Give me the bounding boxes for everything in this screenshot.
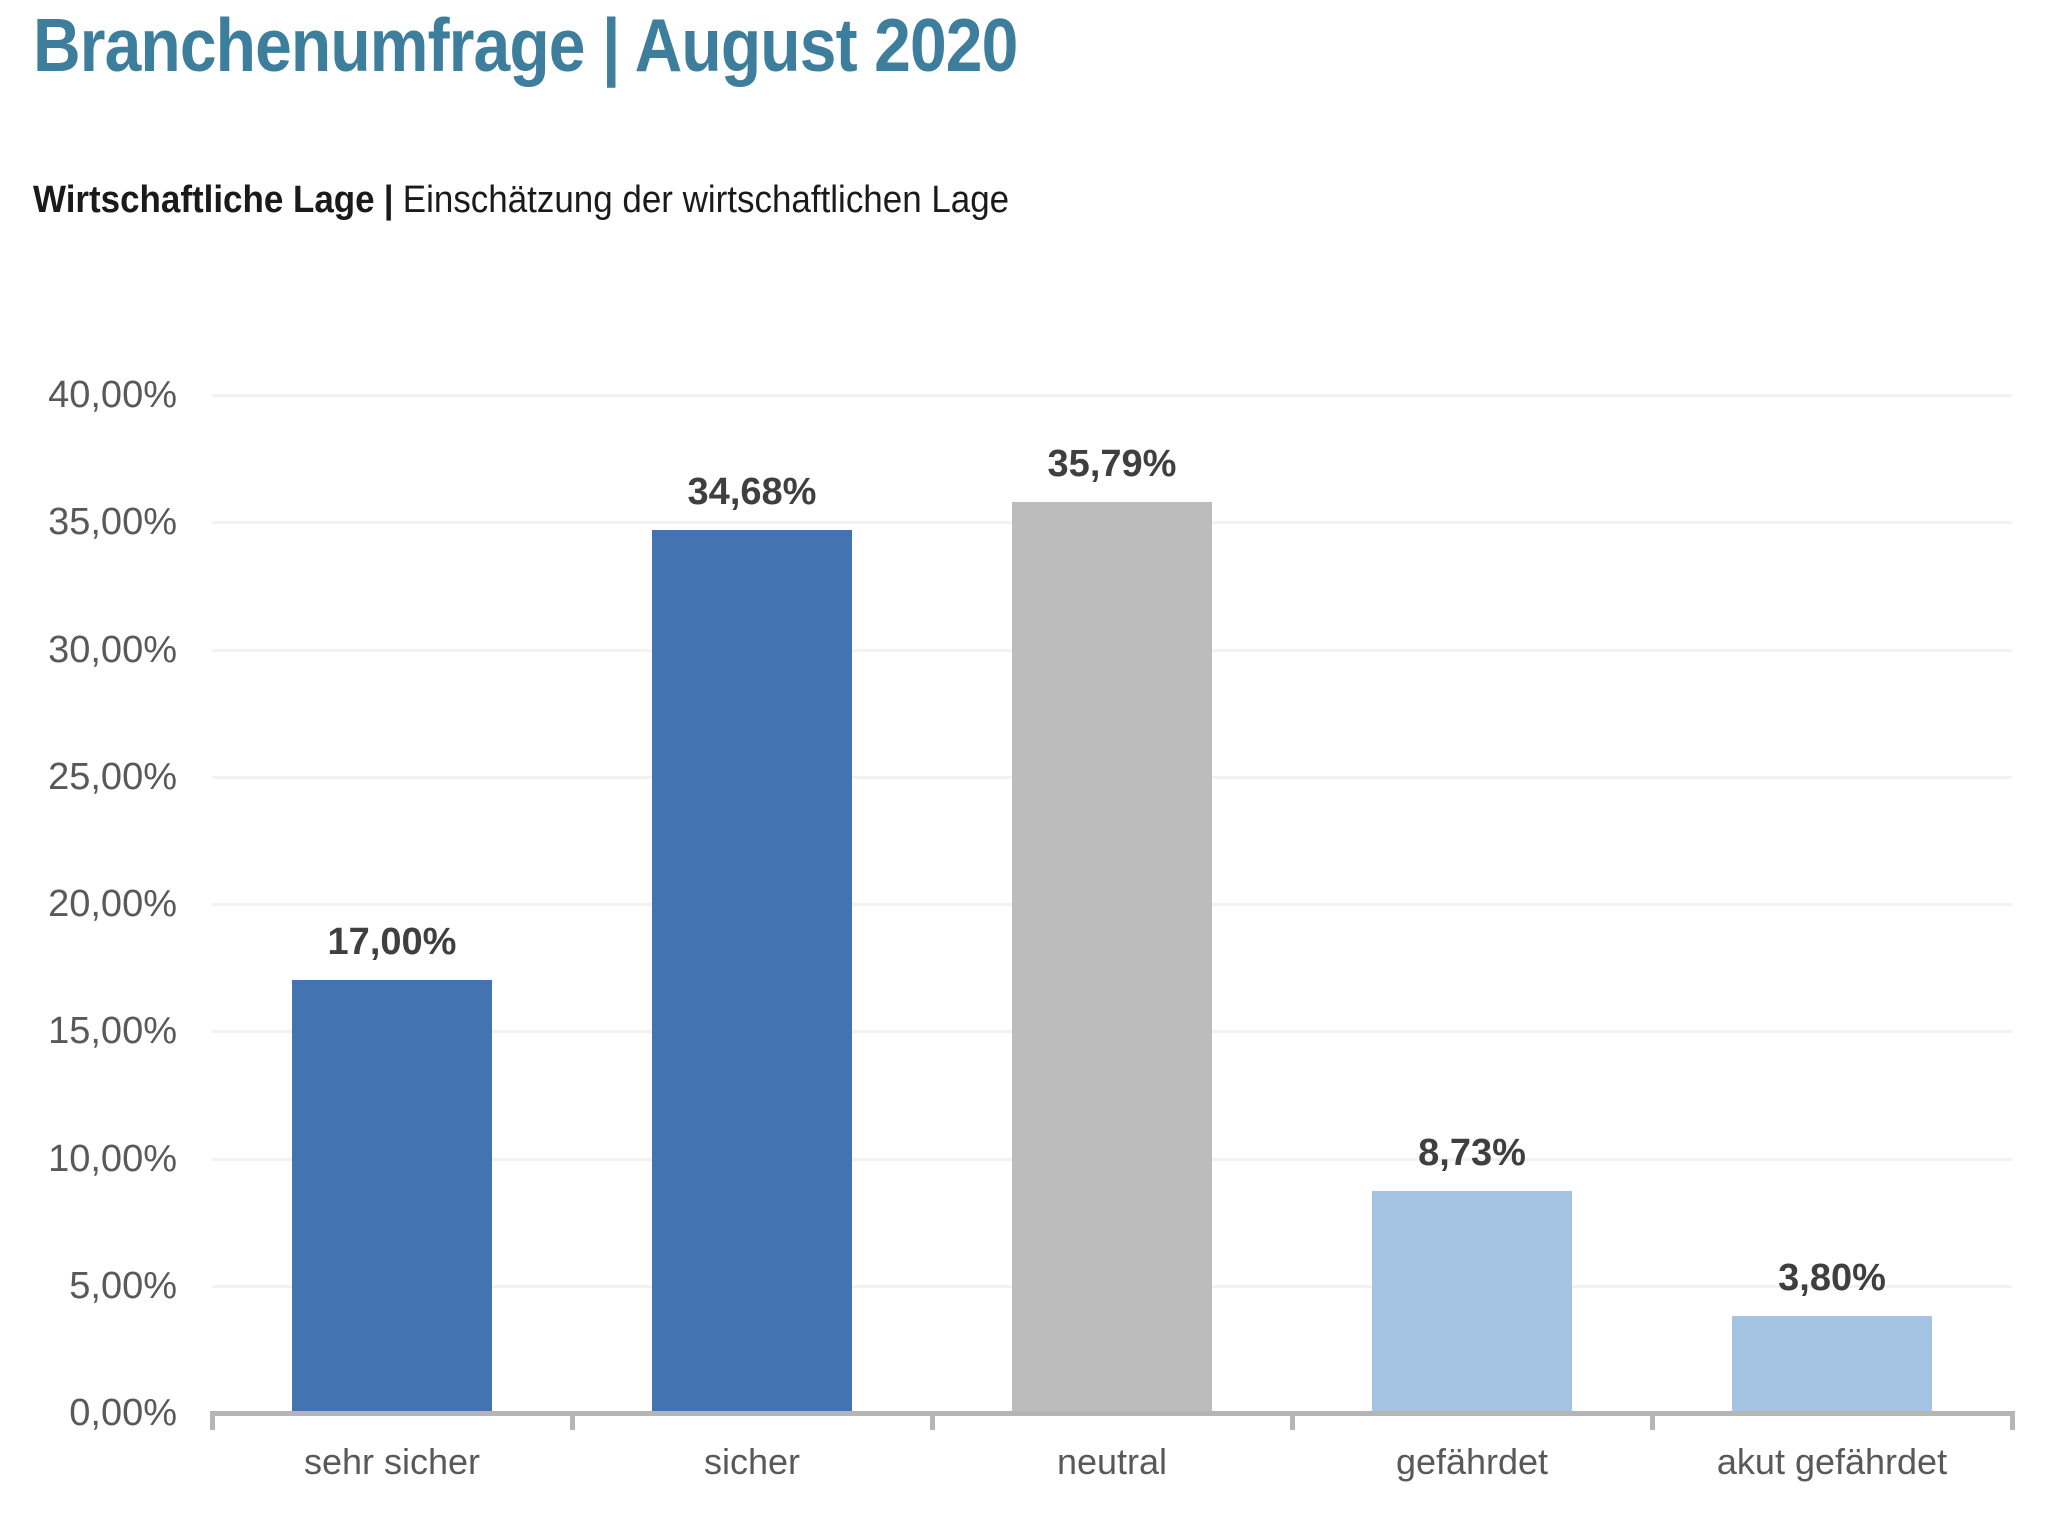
x-axis-category-label: sicher [703,1441,801,1482]
subtitle-description: Einschätzung der wirtschaftlichen Lage [402,179,1010,221]
y-axis-tick-label: 25,00% [48,755,177,798]
bar [292,980,492,1413]
x-axis-tick [570,1411,575,1430]
x-axis-category-label: neutral [1056,1441,1168,1482]
x-axis-category-label: sehr sicher [303,1441,481,1482]
gridline [212,394,2012,397]
x-axis-tick [930,1411,935,1430]
page-title: Branchenumfrage | August 2020 [33,3,1018,87]
subtitle-separator: | [383,179,394,221]
bar [652,530,852,1413]
bar-value-label: 8,73% [1418,1131,1526,1174]
y-axis-tick-label: 30,00% [48,628,177,671]
y-axis-tick-label: 0,00% [69,1392,177,1434]
x-axis-line [210,1411,2014,1416]
y-axis-tick-label: 20,00% [48,883,177,925]
subtitle-topic: Wirtschaftliche Lage [33,179,375,221]
y-axis-tick-label: 5,00% [69,1264,177,1307]
bar-value-label: 17,00% [327,921,457,964]
x-axis-tick [1650,1411,1655,1430]
y-axis-tick-label: 35,00% [48,501,177,544]
y-axis-tick-label: 15,00% [48,1010,177,1053]
y-axis-tick-label: 40,00% [48,374,177,416]
x-axis-tick [2010,1411,2015,1430]
bar [1012,502,1212,1413]
x-axis-category-label: akut gefährdet [1716,1441,1948,1482]
bar-value-label: 35,79% [1047,443,1177,486]
bar [1732,1316,1932,1413]
x-axis-tick [1290,1411,1295,1430]
x-axis-category-label: gefährdet [1395,1441,1549,1482]
bar-value-label: 34,68% [687,471,817,514]
chart-subtitle: Wirtschaftliche Lage | Einschätzung der wi… [33,178,1009,224]
bar-value-label: 3,80% [1778,1257,1886,1300]
x-axis-tick [210,1411,215,1430]
y-axis-tick-label: 10,00% [48,1137,177,1180]
bar [1372,1190,1572,1413]
